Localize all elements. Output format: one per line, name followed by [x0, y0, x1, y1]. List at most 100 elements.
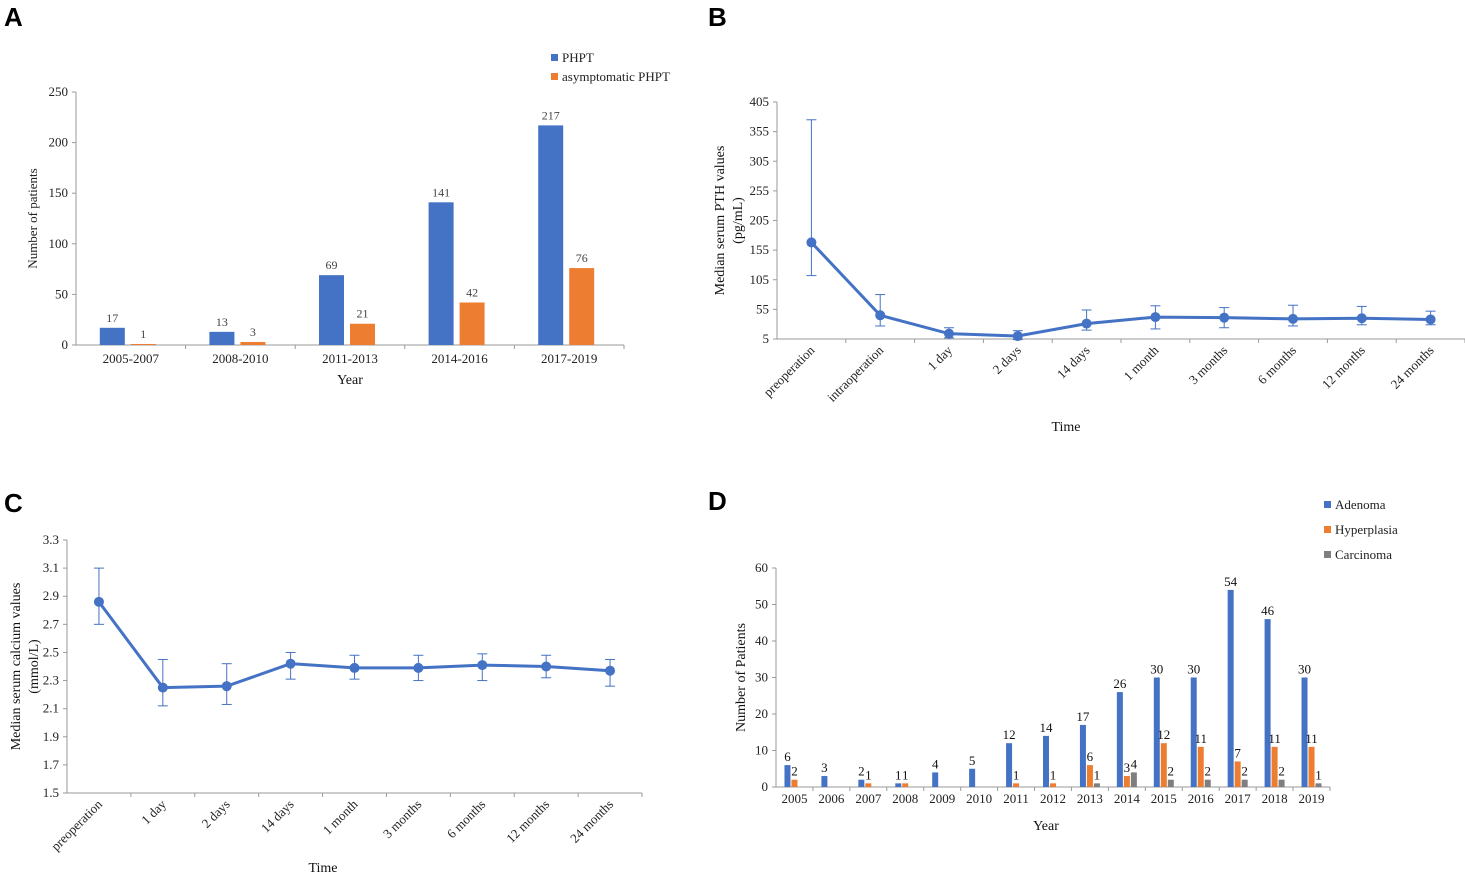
data-label: 6 [784, 749, 791, 764]
y-tick-label: 20 [755, 706, 768, 721]
y-tick-label: 2.1 [43, 701, 59, 716]
x-tick-label: 3 months [1186, 343, 1231, 388]
bar-hyperplasia [1050, 783, 1056, 787]
y-tick-label: 40 [755, 633, 768, 648]
bar-adenoma [1116, 692, 1123, 787]
bar-carcinoma [1278, 779, 1285, 787]
chart-c-calcium-over-time: 1.5 1.7 1.9 2.1 2.3 2.5 2.7 2.9 3.1 3.3 preoperati… [9, 532, 643, 873]
data-label: 1 [865, 767, 872, 782]
data-label: 42 [466, 285, 478, 299]
y-tick-label: 0 [762, 779, 769, 794]
data-point [93, 596, 104, 607]
data-label: 2 [791, 764, 798, 779]
data-label: 21 [357, 307, 369, 321]
x-axis-title: Year [1033, 819, 1059, 834]
data-label: 76 [576, 251, 588, 265]
bar-adenoma [1153, 677, 1160, 787]
bar-adenoma [969, 768, 976, 787]
x-tick-label: 2017-2019 [541, 351, 597, 366]
x-tick-label: 3 months [380, 797, 425, 842]
bar-asymptomatic [240, 341, 266, 345]
y-tick-label: 105 [750, 272, 770, 287]
y-tick-label: 2.7 [43, 616, 60, 631]
bar-carcinoma [1315, 783, 1322, 787]
x-tick-label: 2006 [818, 791, 845, 806]
data-label: 30 [1187, 662, 1200, 677]
bar-hyperplasia [1123, 776, 1130, 787]
data-label: 1 [1050, 767, 1057, 782]
y-axis-title: Median serum PTH values [713, 146, 728, 296]
y-tick-label: 205 [750, 213, 770, 228]
panel-letter-b: B [708, 2, 727, 32]
bar-asymptomatic [130, 343, 156, 345]
data-label: 26 [1113, 676, 1127, 691]
data-label: 46 [1261, 603, 1275, 618]
x-tick-label: 1 month [320, 796, 361, 837]
legend-label: Hyperplasia [1335, 522, 1398, 537]
bar-adenoma [1227, 589, 1234, 787]
y-tick-label: 405 [750, 94, 770, 109]
x-tick-label: 2008-2010 [212, 351, 268, 366]
x-tick-label: 1 day [138, 796, 169, 827]
bar-asymptomatic [569, 268, 595, 345]
data-label: 2 [1204, 764, 1211, 779]
data-label: 1 [1094, 767, 1101, 782]
y-tick-label: 55 [756, 301, 769, 316]
legend-swatch [1324, 551, 1331, 558]
bar-hyperplasia [1013, 783, 1020, 787]
panel-letter-c: C [4, 488, 23, 518]
x-tick-label: 6 months [1255, 343, 1300, 388]
bar-phpt [319, 275, 344, 345]
y-axis-title: Median serum calcium values [9, 583, 24, 751]
x-tick-label: 2011 [1003, 791, 1029, 806]
data-point [1150, 312, 1161, 323]
bar-phpt [99, 327, 125, 345]
bar-carcinoma [1093, 783, 1100, 787]
y-tick-label: 0 [62, 337, 69, 352]
data-point [157, 682, 168, 693]
x-tick-label: 2014-2016 [431, 351, 488, 366]
y-tick-label: 200 [49, 135, 69, 150]
data-label: 5 [969, 753, 976, 768]
bar-adenoma [932, 772, 939, 787]
y-tick-label: 1.5 [43, 785, 59, 800]
data-label: 30 [1150, 662, 1163, 677]
data-label: 141 [432, 185, 450, 199]
data-label: 4 [1131, 756, 1138, 771]
x-tick-label: 6 months [444, 797, 489, 842]
y-tick-label: 5 [763, 331, 770, 346]
legend-swatch [1324, 501, 1331, 508]
data-point [541, 661, 552, 672]
data-label: 3 [1124, 760, 1131, 775]
legend-label: PHPT [562, 50, 594, 65]
bar-carcinoma [1241, 779, 1248, 787]
y-tick-label: 250 [49, 84, 69, 99]
bar-adenoma [1301, 677, 1308, 787]
bar-asymptomatic [350, 323, 375, 345]
x-tick-label: 2 days [198, 797, 232, 831]
bar-hyperplasia [1160, 743, 1167, 787]
x-tick-label: 2012 [1040, 791, 1066, 806]
data-label: 217 [542, 108, 560, 122]
y-tick-label: 60 [755, 560, 768, 575]
data-label: 2 [1241, 764, 1248, 779]
x-tick-label: 2015 [1151, 791, 1177, 806]
data-label: 2 [858, 764, 865, 779]
bar-adenoma [1264, 619, 1271, 787]
legend-label: asymptomatic PHPT [562, 69, 670, 84]
data-label: 1 [140, 327, 146, 341]
data-label: 54 [1224, 574, 1238, 589]
bar-adenoma [1006, 743, 1013, 787]
x-tick-label: 2 days [990, 343, 1024, 377]
data-label: 2 [1278, 764, 1285, 779]
data-label: 12 [1003, 727, 1016, 742]
data-label: 17 [106, 311, 118, 325]
data-label: 1 [902, 767, 909, 782]
bar-hyperplasia [1086, 765, 1093, 787]
data-label: 6 [1087, 749, 1094, 764]
data-label: 1 [895, 767, 902, 782]
bar-adenoma [858, 779, 865, 787]
bar-hyperplasia [865, 783, 872, 787]
